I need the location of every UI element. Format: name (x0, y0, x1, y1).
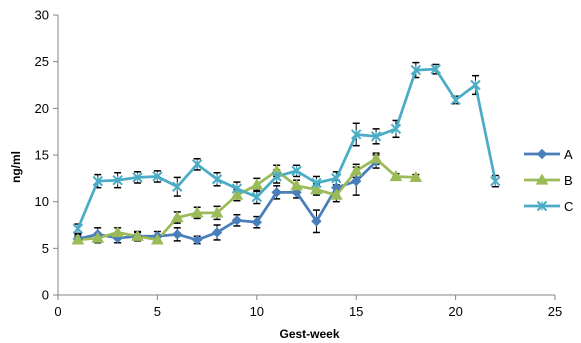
series-c-point (490, 175, 501, 187)
series-a-point (231, 215, 243, 226)
series-c-point (251, 191, 263, 203)
series-c-point (132, 172, 143, 183)
series-b-point (111, 225, 125, 238)
x-tick-label: 20 (448, 304, 462, 319)
series-b-point (250, 178, 264, 190)
series-c-point (350, 129, 362, 140)
series-b-point (409, 170, 423, 183)
y-tick-label: 15 (35, 148, 49, 163)
series-b-point (91, 231, 105, 243)
series-b-point (151, 233, 164, 245)
x-tick-label: 10 (250, 304, 264, 319)
x-tick-label: 5 (154, 304, 161, 319)
y-tick-label: 10 (35, 194, 49, 209)
series-a-point (350, 175, 362, 187)
y-tick-label: 25 (35, 54, 49, 69)
series-c-point (271, 171, 282, 182)
error-bars (74, 61, 499, 245)
axes (53, 14, 556, 300)
series-c-point (72, 223, 84, 234)
series-c-point (410, 64, 422, 76)
legend-item-b: B (524, 173, 573, 188)
y-tick-label: 5 (42, 241, 49, 256)
series-c-point (311, 177, 322, 189)
series-c-point (370, 131, 382, 142)
legend-label: A (564, 147, 573, 162)
series-a-line (77, 160, 378, 242)
series-c-point (430, 63, 441, 75)
series-c-point (450, 94, 461, 106)
series-c-point (231, 183, 243, 194)
y-tick-label: 20 (35, 101, 49, 116)
legend-marker (536, 148, 548, 160)
series-a-point (211, 227, 223, 238)
series-b-point (369, 152, 383, 164)
series-c-point (390, 123, 402, 135)
series-c-point (211, 174, 223, 185)
series-b-point (210, 206, 224, 218)
legend-label: C (564, 199, 573, 214)
series-a-point (191, 234, 203, 246)
series-b-point (170, 211, 184, 223)
legend-item-a: A (524, 147, 573, 162)
series-b-point (131, 229, 144, 241)
series-c-point (112, 174, 123, 186)
x-axis-title: Gest-week (279, 327, 339, 341)
series-lines (76, 67, 497, 242)
y-tick-label: 0 (42, 288, 49, 303)
legend-item-c: C (524, 199, 573, 214)
series-a-point (271, 187, 282, 198)
series-b-point (71, 233, 85, 245)
y-axis-title: ng/ml (9, 151, 23, 183)
series-a-point (251, 216, 263, 228)
series-b-point (389, 169, 403, 182)
series-c-line (76, 67, 497, 230)
series-a-point (172, 229, 183, 240)
tick-labels: 0 5 10 15 20 25 30 0 5 10 15 20 25 (35, 8, 563, 320)
y-tick-label: 30 (35, 8, 49, 23)
legend-marker (535, 173, 549, 185)
x-tick-label: 25 (548, 304, 562, 319)
legend: ABC (524, 147, 573, 214)
series-c-point (291, 165, 302, 177)
series-c-point (152, 171, 163, 182)
series-b-point (230, 188, 244, 200)
series-b-point (190, 206, 204, 218)
series-a-point (311, 216, 322, 227)
series-c-point (92, 175, 103, 187)
series-b-point (290, 179, 303, 191)
series-b-point (329, 188, 343, 200)
series-c-point (191, 159, 203, 170)
legend-marker (536, 200, 548, 212)
legend-label: B (564, 173, 573, 188)
series-c-point (172, 181, 183, 192)
series-c-point (331, 173, 342, 184)
series-b-point (310, 183, 323, 195)
x-tick-label: 15 (349, 304, 363, 319)
series-c-point (470, 79, 481, 91)
series-markers (71, 63, 501, 246)
x-tick-label: 0 (54, 304, 61, 319)
series-b-point (349, 164, 363, 176)
